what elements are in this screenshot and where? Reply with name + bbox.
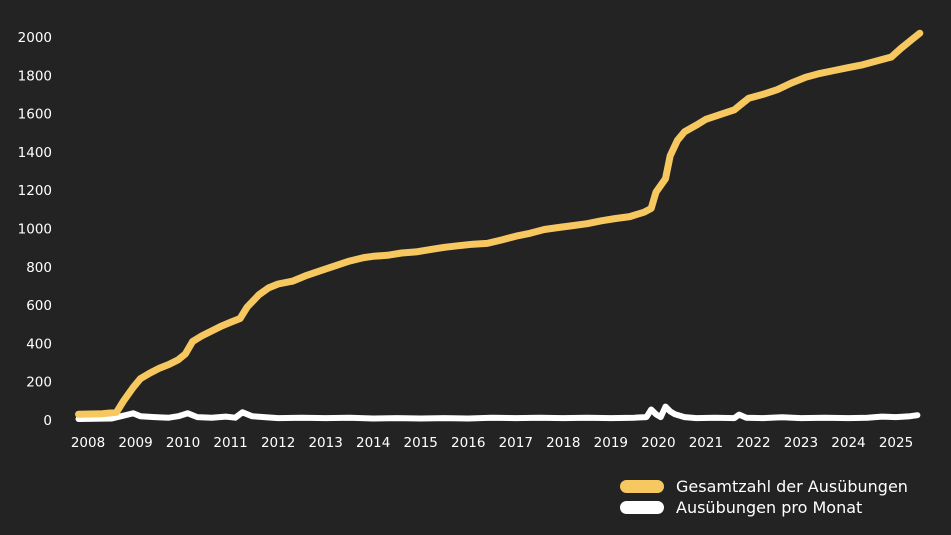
legend-item-monthly: Ausübungen pro Monat — [620, 497, 908, 518]
y-tick-label: 600 — [26, 298, 52, 314]
legend-item-total: Gesamtzahl der Ausübungen — [620, 476, 908, 497]
x-tick-label: 2013 — [308, 435, 342, 451]
y-tick-label: 400 — [26, 336, 52, 352]
legend-swatch-monthly — [620, 501, 664, 514]
legend-label-monthly: Ausübungen pro Monat — [676, 498, 863, 517]
series-line-monthly — [75, 403, 921, 422]
x-axis-ticks: 2008 2009 2010 2011 2012 2013 2014 2015 2016 2017… — [71, 435, 913, 451]
y-axis-ticks: 0 200 400 600 800 1000 1200 1400 1600 1800 2000 — [18, 30, 52, 429]
y-tick-label: 1600 — [18, 107, 52, 123]
x-tick-label: 2012 — [261, 435, 295, 451]
legend-swatch-total — [620, 480, 664, 493]
y-tick-label: 200 — [26, 375, 52, 391]
series-lines — [75, 29, 924, 422]
x-tick-label: 2014 — [356, 435, 390, 451]
y-tick-label: 1800 — [18, 68, 52, 84]
y-tick-label: 0 — [43, 413, 52, 429]
x-tick-label: 2022 — [736, 435, 770, 451]
x-tick-label: 2017 — [499, 435, 533, 451]
x-tick-label: 2016 — [451, 435, 485, 451]
legend-label-total: Gesamtzahl der Ausübungen — [676, 477, 908, 496]
x-tick-label: 2011 — [213, 435, 247, 451]
x-tick-label: 2019 — [594, 435, 628, 451]
y-tick-label: 1400 — [18, 145, 52, 161]
x-tick-label: 2023 — [784, 435, 818, 451]
x-tick-label: 2018 — [546, 435, 580, 451]
y-tick-label: 2000 — [18, 30, 52, 46]
series-line-total — [75, 29, 924, 418]
x-tick-label: 2010 — [166, 435, 200, 451]
x-tick-label: 2025 — [879, 435, 913, 451]
x-tick-label: 2015 — [404, 435, 438, 451]
y-tick-label: 1200 — [18, 183, 52, 199]
y-tick-label: 800 — [26, 260, 52, 276]
legend: Gesamtzahl der Ausübungen Ausübungen pro… — [620, 476, 908, 518]
x-tick-label: 2021 — [689, 435, 723, 451]
x-tick-label: 2024 — [831, 435, 865, 451]
x-tick-label: 2009 — [118, 435, 152, 451]
y-tick-label: 1000 — [18, 222, 52, 238]
x-tick-label: 2008 — [71, 435, 105, 451]
x-tick-label: 2020 — [641, 435, 675, 451]
